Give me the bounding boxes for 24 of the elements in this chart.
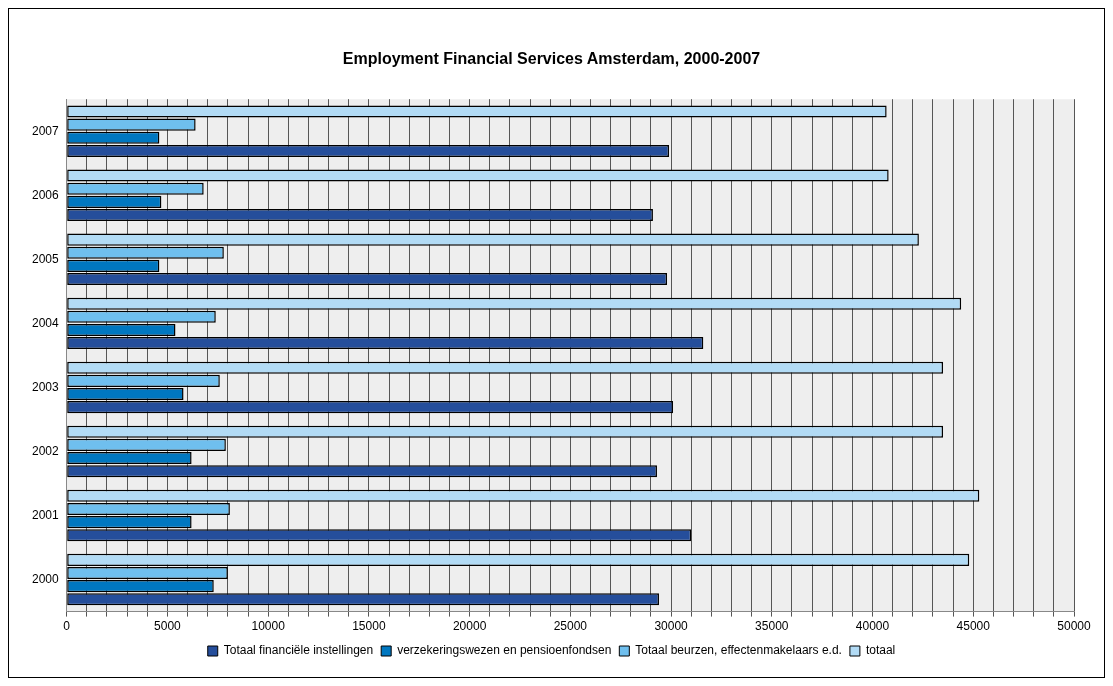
x-tick-label: 35000 (755, 619, 789, 634)
y-tick-label: 2000 (31, 571, 60, 586)
x-tick-label: 0 (63, 619, 71, 634)
x-tick-label: 30000 (654, 619, 689, 634)
y-tick-label: 2002 (31, 443, 60, 458)
x-tick-label: 40000 (855, 619, 890, 634)
x-tick-label: 45000 (956, 619, 991, 634)
y-tick-label: 2001 (31, 507, 60, 522)
x-tick-label: 20000 (452, 619, 487, 634)
legend-label: Totaal beurzen, effectenmakelaars e.d. (635, 643, 842, 658)
chart-title: Employment Financial Services Amsterdam, 2000-2007 (342, 50, 761, 68)
y-tick-label: 2007 (31, 123, 60, 138)
legend-label: Totaal financiële instellingen (223, 643, 374, 658)
y-tick-label: 2005 (31, 251, 60, 266)
legend-label: totaal (865, 643, 896, 658)
y-tick-label: 2004 (31, 315, 60, 330)
legend-label: verzekeringswezen en pensioenfondsen (397, 643, 612, 658)
x-tick-label: 10000 (251, 619, 286, 634)
y-tick-label: 2003 (31, 379, 60, 394)
y-tick-label: 2006 (31, 187, 60, 202)
x-tick-label: 25000 (553, 619, 588, 634)
x-tick-label: 5000 (154, 619, 182, 634)
x-tick-label: 50000 (1057, 619, 1092, 634)
x-tick-label: 15000 (352, 619, 386, 634)
